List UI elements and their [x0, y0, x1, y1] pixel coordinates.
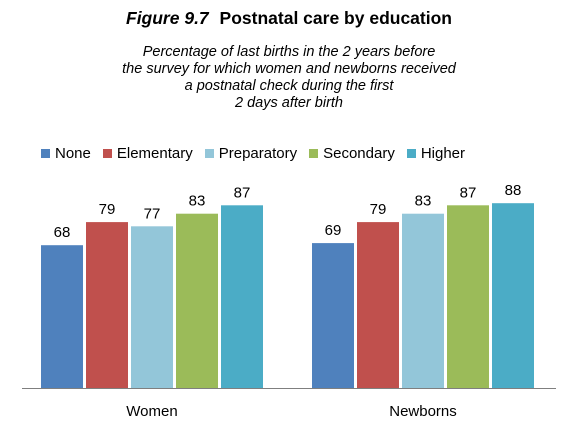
- subtitle-line: a postnatal check during the first: [184, 78, 394, 94]
- legend-swatch: [406, 148, 416, 158]
- legend-item-preparatory: Preparatory: [204, 144, 298, 162]
- data-label: 79: [370, 201, 387, 218]
- category-label-women: Women: [126, 403, 177, 420]
- data-label: 83: [189, 193, 206, 210]
- legend-swatch: [204, 148, 214, 158]
- data-label: 87: [460, 184, 477, 201]
- bar-none-women: [41, 245, 83, 388]
- bar-elementary-women: [86, 222, 128, 388]
- figure-label: Figure 9.7: [126, 8, 209, 28]
- legend-label: Preparatory: [218, 144, 298, 162]
- data-label: 83: [415, 193, 432, 210]
- bar-higher-newborns: [492, 203, 534, 388]
- legend-swatch: [41, 148, 50, 158]
- category-label-newborns: Newborns: [389, 403, 457, 420]
- chart-title: Figure 9.7 Postnatal care by education: [0, 8, 578, 29]
- bar-preparatory-newborns: [402, 213, 444, 388]
- bar-none-newborns: [312, 243, 354, 388]
- legend-item-secondary: Secondary: [309, 145, 395, 162]
- chart-legend: None Elementary Preparatory Secondary Hi…: [41, 144, 477, 162]
- data-label: 88: [505, 182, 522, 199]
- legend-item-none: None: [41, 145, 91, 162]
- subtitle-line: the survey for which women and newborns …: [122, 61, 456, 77]
- bar-elementary-newborns: [357, 222, 399, 388]
- bar-secondary-newborns: [447, 205, 489, 388]
- figure-title: Postnatal care by education: [219, 8, 452, 28]
- data-label: 77: [144, 205, 161, 222]
- bar-higher-women: [221, 205, 263, 388]
- legend-item-elementary: Elementary: [102, 144, 193, 162]
- legend-label: Secondary: [323, 144, 395, 162]
- data-label: 87: [234, 184, 251, 201]
- data-label: 79: [99, 201, 116, 218]
- legend-item-higher: Higher: [406, 144, 466, 162]
- data-label: 68: [54, 224, 71, 241]
- legend-swatch: [309, 148, 319, 158]
- subtitle-line: Percentage of last births in the 2 years…: [142, 44, 436, 60]
- data-label: 69: [325, 222, 342, 239]
- bar-preparatory-women: [131, 226, 173, 388]
- legend-label: None: [55, 144, 91, 162]
- chart-subtitle: Percentage of last births in the 2 years…: [89, 44, 489, 112]
- legend-swatch: [102, 148, 112, 158]
- subtitle-line: 2 days after birth: [235, 95, 343, 111]
- legend-label: Higher: [420, 144, 466, 162]
- legend-label: Elementary: [116, 144, 193, 162]
- bar-secondary-women: [176, 213, 218, 388]
